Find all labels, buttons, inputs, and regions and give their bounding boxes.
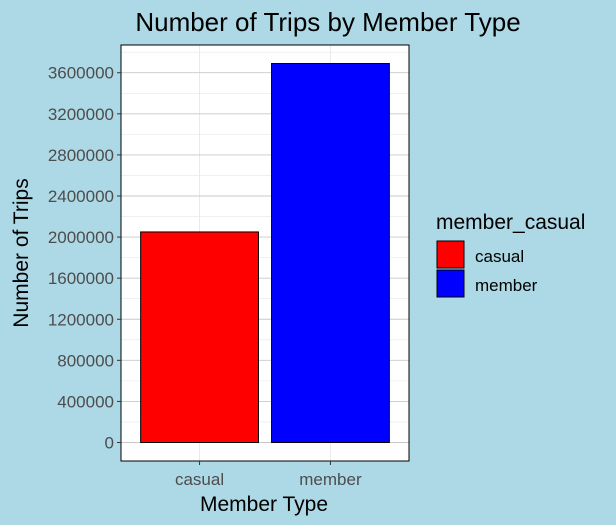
y-tick-label: 1600000 (48, 269, 114, 288)
legend-label-casual: casual (475, 247, 524, 266)
y-tick-label: 2800000 (48, 146, 114, 165)
legend-label-member: member (475, 276, 538, 295)
x-tick-label: casual (175, 470, 224, 489)
legend: member_casual casual member (436, 211, 585, 298)
x-tick-label: member (299, 470, 362, 489)
x-axis-ticks: casual member (175, 461, 362, 489)
y-tick-label: 2400000 (48, 187, 114, 206)
y-tick-label: 2000000 (48, 228, 114, 247)
y-tick-label: 400000 (57, 392, 114, 411)
y-tick-label: 1200000 (48, 310, 114, 329)
y-tick-label: 800000 (57, 351, 114, 370)
chart-title: Number of Trips by Member Type (135, 7, 520, 37)
bars (140, 62, 390, 444)
x-axis-title: Member Type (200, 493, 328, 516)
legend-title: member_casual (436, 211, 585, 234)
y-tick-label: 0 (105, 434, 114, 453)
bar-member (271, 62, 390, 444)
y-tick-label: 3200000 (48, 105, 114, 124)
y-tick-label: 3600000 (48, 64, 114, 83)
y-axis-title: Number of Trips (10, 178, 33, 327)
y-axis-ticks: 0 400000 800000 1200000 1600000 2000000 240000… (48, 64, 121, 453)
bar-casual (140, 231, 259, 444)
plot-border (120, 44, 410, 462)
legend-key-casual (436, 240, 465, 269)
legend-key-member (436, 269, 465, 298)
